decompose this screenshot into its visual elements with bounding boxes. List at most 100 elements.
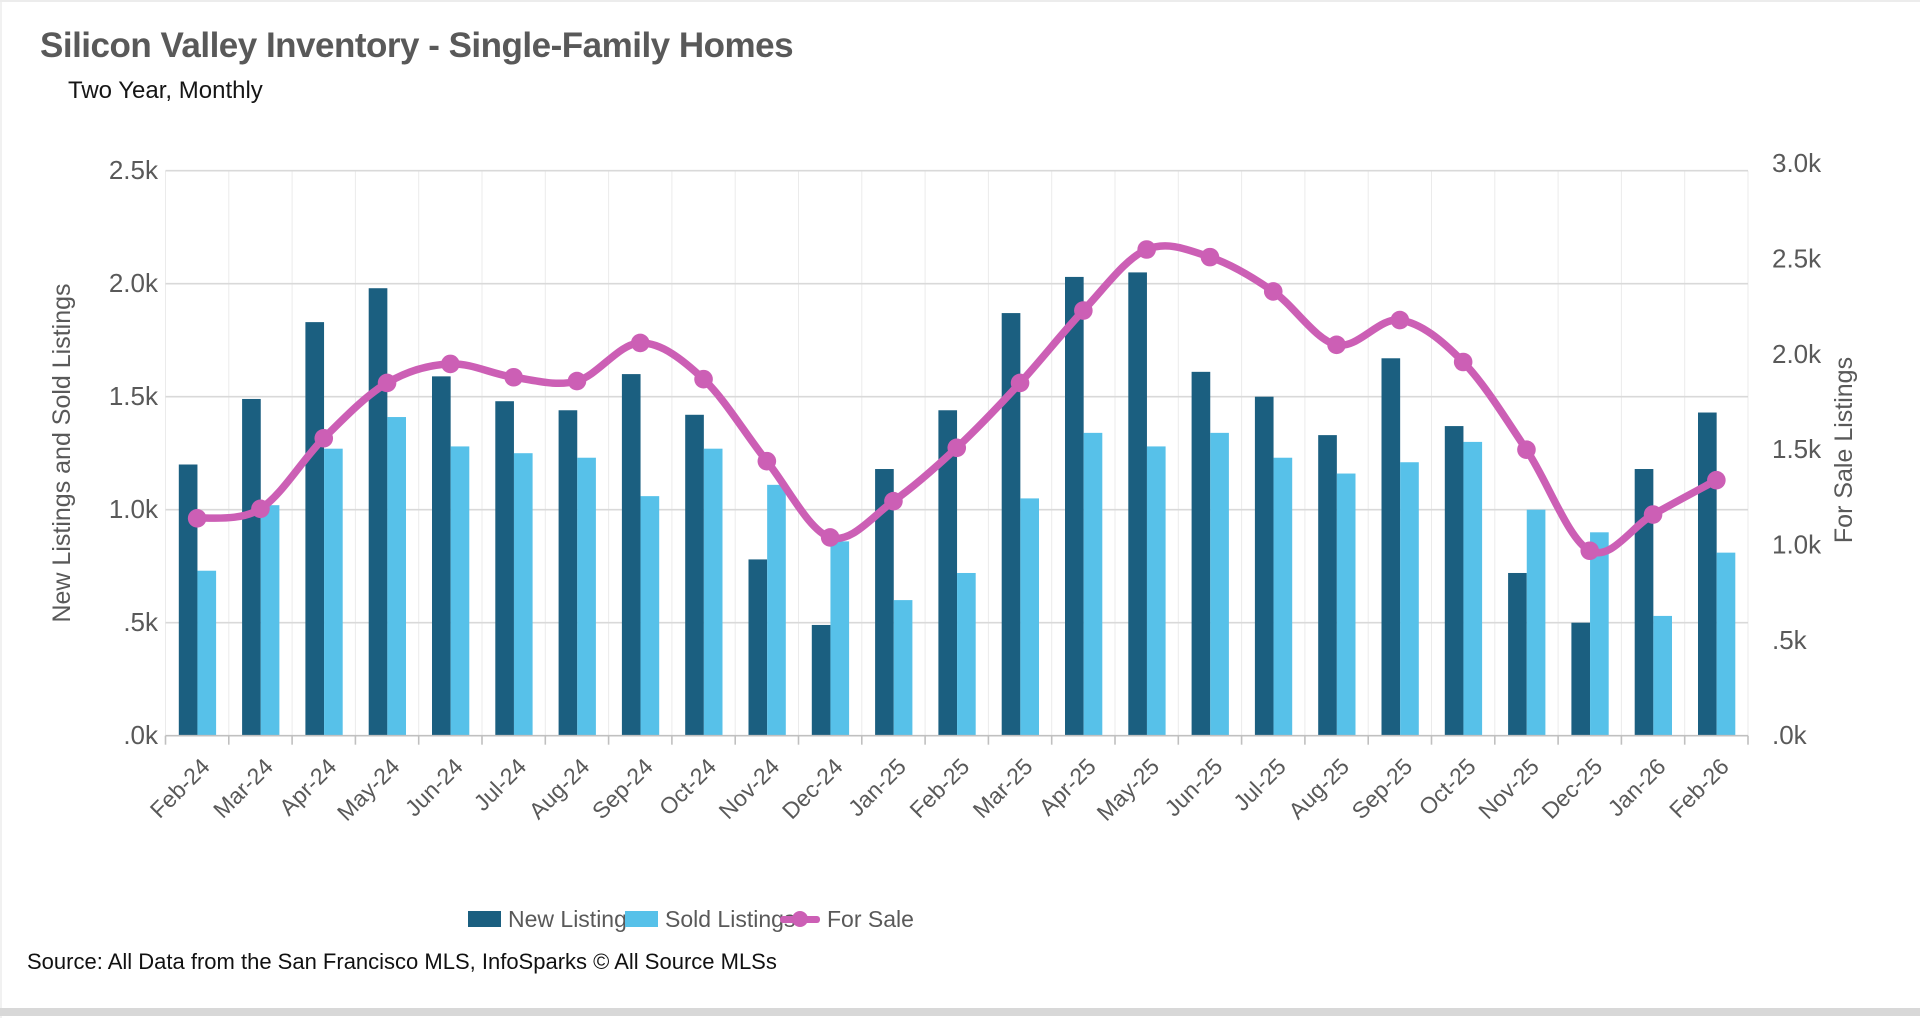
- y-axis-tick-label-left: 1.5k: [109, 381, 159, 411]
- bar-sold-listings-Dec-24: [830, 541, 850, 736]
- bar-new-listings-Jun-25: [1191, 371, 1211, 736]
- legend-label-for-sale: For Sale: [827, 905, 914, 932]
- y-axis-tick-label-right: 1.0k: [1772, 530, 1822, 560]
- bar-new-listings-Dec-24: [811, 624, 831, 736]
- for-sale-marker-Sep-24: [630, 333, 650, 353]
- legend-item-for-sale: For Sale: [780, 905, 914, 933]
- window-bottom-edge: [0, 1008, 1920, 1016]
- x-axis-tick-label: Jun-25: [1159, 753, 1227, 821]
- bar-sold-listings-Jun-24: [450, 446, 470, 736]
- legend-label-new-listings: New Listings: [508, 905, 639, 932]
- for-sale-marker-Jun-24: [441, 354, 460, 374]
- bar-new-listings-Apr-24: [305, 322, 325, 736]
- x-axis-tick-label: Nov-24: [714, 753, 785, 824]
- x-axis-tick-label: Apr-25: [1034, 753, 1101, 820]
- bar-new-listings-Jul-24: [495, 401, 514, 736]
- for-sale-marker-Jul-25: [1263, 282, 1283, 301]
- x-axis-tick-label: Jul-24: [468, 753, 531, 816]
- for-sale-marker-Sep-25: [1390, 310, 1410, 330]
- y-axis-tick-label-left: .0k: [123, 720, 159, 750]
- for-sale-marker-Dec-24: [820, 528, 840, 547]
- bar-new-listings-Mar-24: [242, 398, 261, 736]
- for-sale-marker-Jan-26: [1643, 505, 1663, 524]
- x-axis-tick-label: Feb-24: [145, 753, 215, 823]
- bar-new-listings-Jan-25: [875, 469, 894, 736]
- bar-sold-listings-Jan-26: [1653, 615, 1672, 736]
- for-sale-marker-Feb-24: [187, 509, 207, 528]
- bar-sold-listings-Jul-24: [513, 453, 533, 736]
- bar-new-listings-Mar-25: [1001, 313, 1021, 736]
- for-sale-marker-Mar-24: [251, 499, 270, 519]
- bar-sold-listings-Sep-24: [640, 496, 660, 736]
- for-sale-marker-May-24: [377, 373, 397, 393]
- bar-sold-listings-Jul-25: [1273, 457, 1293, 736]
- bar-new-listings-Nov-25: [1508, 572, 1527, 736]
- bar-new-listings-Aug-24: [558, 410, 578, 736]
- legend-label-sold-listings: Sold Listings: [665, 905, 796, 932]
- x-axis-tick-label: May-24: [332, 753, 405, 826]
- x-axis-tick-label: Jul-25: [1228, 753, 1291, 816]
- for-sale-line-swatch-icon: [780, 910, 820, 928]
- bar-sold-listings-Apr-24: [324, 448, 343, 736]
- bar-new-listings-Sep-24: [621, 374, 641, 736]
- source-attribution: Source: All Data from the San Francisco …: [27, 949, 777, 974]
- x-axis-tick-label: Oct-24: [654, 753, 721, 820]
- bar-new-listings-Oct-25: [1444, 426, 1464, 736]
- for-sale-marker-Apr-24: [314, 428, 334, 448]
- bar-sold-listings-Sep-25: [1400, 462, 1419, 736]
- x-axis-tick-label: Feb-26: [1664, 753, 1734, 823]
- bar-new-listings-Jun-24: [432, 376, 451, 736]
- bar-new-listings-Jul-25: [1254, 396, 1274, 736]
- for-sale-marker-Apr-25: [1074, 301, 1093, 320]
- y-axis-tick-label-right: 1.5k: [1772, 434, 1822, 464]
- bar-sold-listings-Aug-25: [1336, 473, 1356, 736]
- bar-sold-listings-Mar-24: [260, 505, 280, 736]
- bar-sold-listings-Feb-26: [1716, 552, 1736, 736]
- y-axis-tick-label-left: 2.5k: [109, 155, 159, 185]
- for-sale-marker-Oct-24: [694, 369, 713, 389]
- legend-item-new-listings: New Listings: [468, 905, 638, 933]
- y-axis-tick-label-right: 3.0k: [1772, 148, 1822, 178]
- bar-new-listings-Aug-25: [1318, 435, 1337, 736]
- chart-subtitle: Two Year, Monthly: [68, 77, 263, 104]
- bar-sold-listings-Jun-25: [1210, 432, 1229, 736]
- bar-sold-listings-May-24: [387, 417, 406, 736]
- x-axis-tick-label: Jun-24: [400, 753, 468, 821]
- bar-new-listings-Feb-24: [178, 464, 198, 736]
- for-sale-marker-Mar-25: [1010, 373, 1030, 393]
- bar-new-listings-Apr-25: [1065, 276, 1084, 736]
- for-sale-marker-Jan-25: [884, 491, 903, 511]
- x-axis-tick-label: Jan-25: [843, 753, 911, 821]
- bar-new-listings-Feb-25: [938, 410, 958, 736]
- bar-sold-listings-Aug-24: [577, 457, 596, 736]
- for-sale-marker-Feb-26: [1707, 470, 1726, 490]
- x-axis-tick-label: Mar-25: [968, 753, 1038, 823]
- for-sale-marker-Aug-24: [567, 371, 587, 391]
- bar-sold-listings-Feb-25: [957, 572, 976, 736]
- right-axis-title: For Sale Listings: [1830, 357, 1858, 543]
- bar-sold-listings-Oct-24: [703, 448, 723, 736]
- for-sale-marker-Aug-25: [1327, 335, 1346, 355]
- for-sale-marker-May-25: [1137, 240, 1156, 259]
- x-axis-tick-label: Aug-24: [524, 753, 595, 824]
- bar-new-listings-Nov-24: [748, 559, 768, 736]
- bar-new-listings-Dec-25: [1571, 622, 1591, 736]
- left-axis-title: New Listings and Sold Listings: [48, 283, 76, 622]
- bar-sold-listings-May-25: [1146, 446, 1166, 736]
- y-axis-tick-label-right: 2.5k: [1772, 244, 1822, 274]
- sold-listings-swatch-icon: [625, 911, 658, 927]
- bar-sold-listings-Jan-25: [893, 600, 913, 736]
- for-sale-marker-Nov-24: [757, 451, 777, 471]
- bar-sold-listings-Feb-24: [197, 570, 217, 736]
- for-sale-marker-Jul-24: [504, 367, 523, 387]
- x-axis-tick-label: Dec-24: [777, 753, 848, 824]
- bar-new-listings-Sep-25: [1381, 358, 1401, 736]
- x-axis-tick-label: Dec-25: [1536, 753, 1607, 824]
- x-axis-tick-label: Aug-25: [1283, 753, 1354, 824]
- bar-new-listings-May-24: [368, 288, 388, 736]
- x-axis-tick-label: Feb-25: [904, 753, 974, 823]
- x-axis-tick-label: Mar-24: [208, 753, 278, 823]
- window-left-edge: [0, 2, 2, 1018]
